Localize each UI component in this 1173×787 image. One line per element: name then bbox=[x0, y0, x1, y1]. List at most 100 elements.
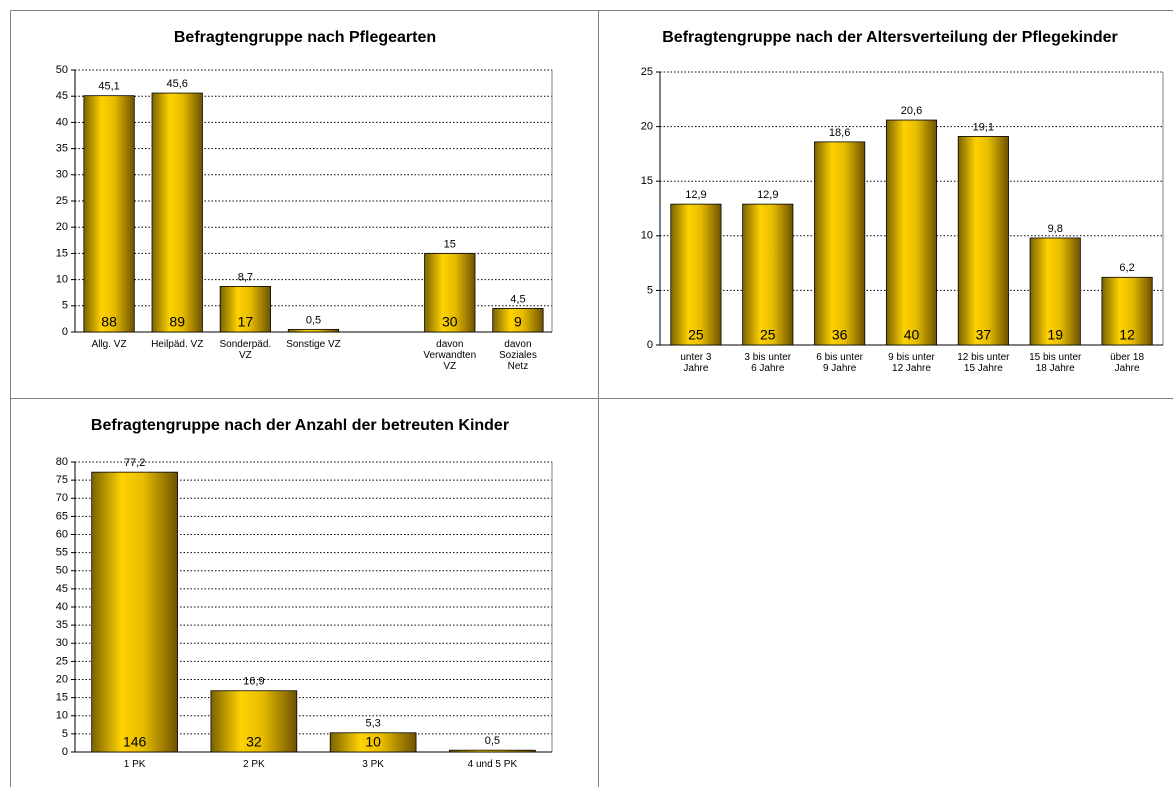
bar bbox=[329, 732, 417, 753]
value-label: 45,1 bbox=[98, 81, 119, 93]
x-tick-label: 2 PK bbox=[243, 759, 265, 770]
x-tick-label: unter 3 Jahre bbox=[680, 352, 712, 374]
bar bbox=[424, 252, 476, 333]
y-tick-label: 30 bbox=[56, 637, 68, 649]
count-label: 12 bbox=[1119, 327, 1135, 343]
value-label: 20,6 bbox=[901, 105, 922, 117]
y-tick-label: 40 bbox=[56, 116, 68, 128]
x-tick-label: 15 bis unter 18 Jahre bbox=[1029, 352, 1082, 374]
count-label: 10 bbox=[365, 734, 381, 750]
y-tick-label: 0 bbox=[62, 326, 68, 338]
bar bbox=[91, 471, 178, 753]
bar bbox=[287, 328, 340, 333]
count-label: 25 bbox=[760, 327, 776, 343]
bar bbox=[449, 749, 536, 753]
y-tick-label: 20 bbox=[641, 121, 653, 133]
y-tick-label: 20 bbox=[56, 221, 68, 233]
value-label: 5,3 bbox=[365, 718, 380, 730]
y-tick-label: 20 bbox=[56, 673, 68, 685]
bar bbox=[957, 136, 1009, 346]
x-tick-label: Sonderpäd. VZ bbox=[219, 339, 271, 361]
value-label: 8,7 bbox=[238, 271, 253, 283]
x-tick-label: Allg. VZ bbox=[92, 339, 127, 350]
value-label: 0,5 bbox=[306, 314, 321, 326]
y-tick-label: 35 bbox=[56, 143, 68, 155]
value-label: 12,9 bbox=[757, 189, 778, 201]
value-label: 45,6 bbox=[167, 78, 188, 90]
value-label: 4,5 bbox=[510, 293, 525, 305]
bar bbox=[1101, 276, 1153, 346]
value-label: 12,9 bbox=[685, 189, 706, 201]
chart-title: Befragtengruppe nach der Anzahl der betr… bbox=[91, 417, 509, 434]
x-tick-label: Heilpäd. VZ bbox=[151, 339, 203, 350]
bar bbox=[670, 203, 722, 346]
y-tick-label: 25 bbox=[56, 655, 68, 667]
value-label: 15 bbox=[444, 238, 456, 250]
y-tick-label: 40 bbox=[56, 601, 68, 613]
count-label: 89 bbox=[169, 314, 185, 330]
count-label: 25 bbox=[688, 327, 704, 343]
value-label: 18,6 bbox=[829, 127, 850, 139]
bar bbox=[151, 92, 203, 333]
count-label: 30 bbox=[442, 314, 458, 330]
bar bbox=[83, 95, 135, 333]
value-label: 6,2 bbox=[1119, 262, 1134, 274]
y-tick-label: 50 bbox=[56, 64, 68, 76]
x-tick-label: 12 bis unter 15 Jahre bbox=[957, 352, 1010, 374]
bar bbox=[210, 690, 298, 753]
value-label: 77,2 bbox=[124, 457, 145, 469]
value-label: 19,1 bbox=[973, 121, 994, 133]
x-tick-label: 3 bis unter 6 Jahre bbox=[744, 352, 791, 374]
chart-title: Befragtengruppe nach der Altersverteilun… bbox=[662, 29, 1118, 46]
y-tick-label: 25 bbox=[56, 195, 68, 207]
bar bbox=[742, 203, 794, 346]
y-tick-label: 75 bbox=[56, 474, 68, 486]
x-tick-label: 3 PK bbox=[362, 759, 384, 770]
chart-title: Befragtengruppe nach Pflegearten bbox=[174, 29, 436, 46]
value-label: 16,9 bbox=[243, 676, 264, 688]
y-tick-label: 80 bbox=[56, 456, 68, 468]
count-label: 17 bbox=[238, 314, 254, 330]
y-tick-label: 5 bbox=[62, 728, 68, 740]
x-tick-label: 6 bis unter 9 Jahre bbox=[816, 352, 863, 374]
y-tick-label: 5 bbox=[62, 300, 68, 312]
y-tick-label: 15 bbox=[56, 692, 68, 704]
x-tick-label: davon Verwandten VZ bbox=[423, 339, 476, 372]
count-label: 88 bbox=[101, 314, 117, 330]
count-label: 37 bbox=[976, 327, 992, 343]
y-tick-label: 60 bbox=[56, 528, 68, 540]
x-tick-label: 1 PK bbox=[124, 759, 146, 770]
x-tick-label: 4 und 5 PK bbox=[468, 759, 518, 770]
y-tick-label: 15 bbox=[641, 175, 653, 187]
count-label: 9 bbox=[514, 314, 522, 330]
x-tick-label: Sonstige VZ bbox=[286, 339, 340, 350]
count-label: 40 bbox=[904, 327, 920, 343]
y-tick-label: 55 bbox=[56, 547, 68, 559]
y-tick-label: 45 bbox=[56, 90, 68, 102]
x-tick-label: über 18 Jahre bbox=[1110, 352, 1144, 374]
y-tick-label: 0 bbox=[62, 746, 68, 758]
count-label: 19 bbox=[1047, 327, 1063, 343]
bar bbox=[885, 119, 938, 346]
value-label: 0,5 bbox=[485, 735, 500, 747]
count-label: 146 bbox=[123, 734, 147, 750]
y-tick-label: 10 bbox=[641, 230, 653, 242]
table-borders bbox=[10, 10, 1173, 787]
value-label: 9,8 bbox=[1048, 223, 1063, 235]
bar bbox=[219, 286, 271, 333]
count-label: 32 bbox=[246, 734, 262, 750]
y-tick-label: 10 bbox=[56, 710, 68, 722]
y-tick-label: 65 bbox=[56, 510, 68, 522]
y-tick-label: 25 bbox=[641, 66, 653, 78]
y-tick-label: 45 bbox=[56, 583, 68, 595]
count-label: 36 bbox=[832, 327, 848, 343]
y-tick-label: 0 bbox=[647, 339, 653, 351]
x-tick-label: davon Soziales Netz bbox=[499, 339, 537, 372]
y-tick-label: 50 bbox=[56, 565, 68, 577]
y-tick-label: 30 bbox=[56, 169, 68, 181]
bar bbox=[814, 141, 866, 346]
y-tick-label: 70 bbox=[56, 492, 68, 504]
y-tick-label: 5 bbox=[647, 284, 653, 296]
